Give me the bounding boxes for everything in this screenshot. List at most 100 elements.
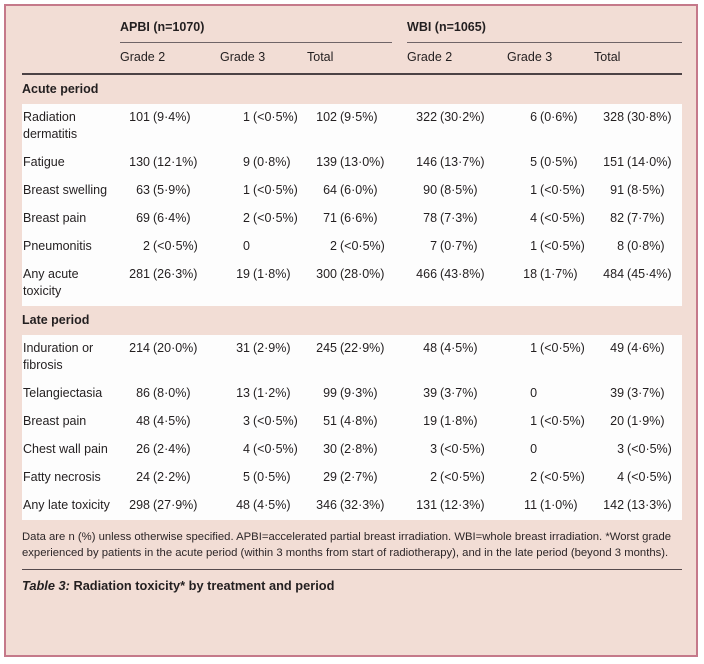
value-percent: (14·0%) xyxy=(627,155,672,169)
value-count: 1 xyxy=(530,341,538,355)
value-percent: (27·9%) xyxy=(153,498,198,512)
value-cell: 102 (9·5%) xyxy=(307,104,408,149)
value-cell: 48 (4·5%) xyxy=(120,408,220,436)
value-percent: (0·8%) xyxy=(627,239,665,253)
table-row: Pneumonitis 2 (<0·5%) 0 2 (<0·5%) 7 (0·7%) 1 (<0·… xyxy=(22,233,683,261)
column-header-wbi-grade3: Grade 3 xyxy=(507,43,595,75)
value-percent: (<0·5%) xyxy=(253,414,298,428)
value-count: 0 xyxy=(530,442,538,456)
value-count: 4 xyxy=(243,442,250,456)
group-header-wbi-label: WBI (n=1065) xyxy=(407,18,683,43)
value-percent: (2·2%) xyxy=(153,470,191,484)
value-percent: (<0·5%) xyxy=(627,442,672,456)
value-cell: 30 (2·8%) xyxy=(307,436,408,464)
value-percent: (30·8%) xyxy=(627,110,672,124)
value-count: 19 xyxy=(236,267,250,281)
value-count: 214 xyxy=(129,341,150,355)
value-count: 139 xyxy=(316,155,337,169)
value-cell: 3 (<0·5%) xyxy=(594,436,683,464)
value-count: 86 xyxy=(136,386,150,400)
value-percent: (1·2%) xyxy=(253,386,291,400)
value-count: 48 xyxy=(423,341,438,355)
value-cell: 82 (7·7%) xyxy=(594,205,683,233)
value-percent: (<0·5%) xyxy=(253,442,298,456)
value-cell: 6 (0·6%) xyxy=(507,104,595,149)
value-percent: (1·0%) xyxy=(540,498,578,512)
table-caption-text: Radiation toxicity* by treatment and per… xyxy=(69,578,335,593)
value-count: 346 xyxy=(316,498,337,512)
value-percent: (2·9%) xyxy=(253,341,291,355)
value-count: 2 xyxy=(143,239,150,253)
value-percent: (<0·5%) xyxy=(540,470,585,484)
value-cell: 90 (8·5%) xyxy=(407,177,508,205)
value-count: 78 xyxy=(423,211,438,225)
value-count: 5 xyxy=(530,155,538,169)
value-cell: 5 (0·5%) xyxy=(220,464,307,492)
value-cell: 99 (9·3%) xyxy=(307,380,408,408)
value-count: 7 xyxy=(430,239,438,253)
value-cell: 31 (2·9%) xyxy=(220,335,307,380)
value-percent: (6·4%) xyxy=(153,211,191,225)
table-row: Breast pain 48 (4·5%) 3 (<0·5%) 51 (4·8%) 19 (1·… xyxy=(22,408,683,436)
value-count: 0 xyxy=(243,239,250,253)
value-cell: 130 (12·1%) xyxy=(120,149,220,177)
value-count: 69 xyxy=(136,211,150,225)
value-count: 20 xyxy=(610,414,625,428)
value-percent: (<0·5%) xyxy=(540,239,585,253)
table-row: Telangiectasia 86 (8·0%) 13 (1·2%) 99 (9·3%) 39… xyxy=(22,380,683,408)
value-percent: (<0·5%) xyxy=(540,183,585,197)
value-percent: (1·8%) xyxy=(253,267,291,281)
value-percent: (0·5%) xyxy=(540,155,578,169)
value-cell: 64 (6·0%) xyxy=(307,177,408,205)
value-cell: 91 (8·5%) xyxy=(594,177,683,205)
value-cell: 48 (4·5%) xyxy=(220,492,307,520)
value-cell: 1 (<0·5%) xyxy=(507,233,595,261)
value-percent: (2·7%) xyxy=(340,470,378,484)
value-count: 142 xyxy=(603,498,625,512)
column-header-apbi-total: Total xyxy=(307,43,408,75)
table-row: Chest wall pain 26 (2·4%) 4 (<0·5%) 30 (2·8%) 3… xyxy=(22,436,683,464)
value-cell: 281 (26·3%) xyxy=(120,261,220,306)
value-cell: 298 (27·9%) xyxy=(120,492,220,520)
value-cell: 322 (30·2%) xyxy=(407,104,508,149)
table-row: Fatty necrosis 24 (2·2%) 5 (0·5%) 29 (2·7%) 2 (<… xyxy=(22,464,683,492)
value-cell: 26 (2·4%) xyxy=(120,436,220,464)
value-percent: (<0·5%) xyxy=(540,211,585,225)
value-percent: (30·2%) xyxy=(440,110,485,124)
value-cell: 4 (<0·5%) xyxy=(507,205,595,233)
row-label: Any late toxicity xyxy=(22,492,120,520)
column-header-wbi-grade2: Grade 2 xyxy=(407,43,508,75)
value-cell: 4 (<0·5%) xyxy=(220,436,307,464)
value-percent: (8·0%) xyxy=(153,386,191,400)
table-row: Fatigue 130 (12·1%) 9 (0·8%) 139 (13·0%) 146 (13… xyxy=(22,149,683,177)
value-cell: 300 (28·0%) xyxy=(307,261,408,306)
value-count: 8 xyxy=(617,239,625,253)
value-cell: 8 (0·8%) xyxy=(594,233,683,261)
value-count: 48 xyxy=(136,414,150,428)
value-count: 39 xyxy=(423,386,438,400)
section-title: Late period xyxy=(22,313,90,327)
table-row: Induration or fibrosis 214 (20·0%) 31 (2·9%)… xyxy=(22,335,683,380)
value-cell: 484 (45·4%) xyxy=(594,261,683,306)
value-cell: 0 xyxy=(507,380,595,408)
value-percent: (<0·5%) xyxy=(440,442,485,456)
table-caption: Table 3: Radiation toxicity* by treatmen… xyxy=(22,570,682,593)
value-cell: 0 xyxy=(220,233,307,261)
value-percent: (9·5%) xyxy=(340,110,378,124)
value-count: 5 xyxy=(243,470,250,484)
value-count: 298 xyxy=(129,498,150,512)
row-label: Pneumonitis xyxy=(22,233,120,261)
section-header-row: Late period xyxy=(22,306,682,335)
value-cell: 2 (<0·5%) xyxy=(507,464,595,492)
value-cell: 3 (<0·5%) xyxy=(220,408,307,436)
value-percent: (<0·5%) xyxy=(153,239,198,253)
value-percent: (32·3%) xyxy=(340,498,385,512)
value-percent: (3·7%) xyxy=(627,386,665,400)
value-count: 19 xyxy=(423,414,438,428)
value-percent: (0·8%) xyxy=(253,155,291,169)
value-count: 6 xyxy=(530,110,538,124)
group-header-apbi: APBI (n=1070) xyxy=(120,18,407,43)
value-cell: 151 (14·0%) xyxy=(594,149,683,177)
value-cell: 1 (<0·5%) xyxy=(507,408,595,436)
value-percent: (0·7%) xyxy=(440,239,478,253)
